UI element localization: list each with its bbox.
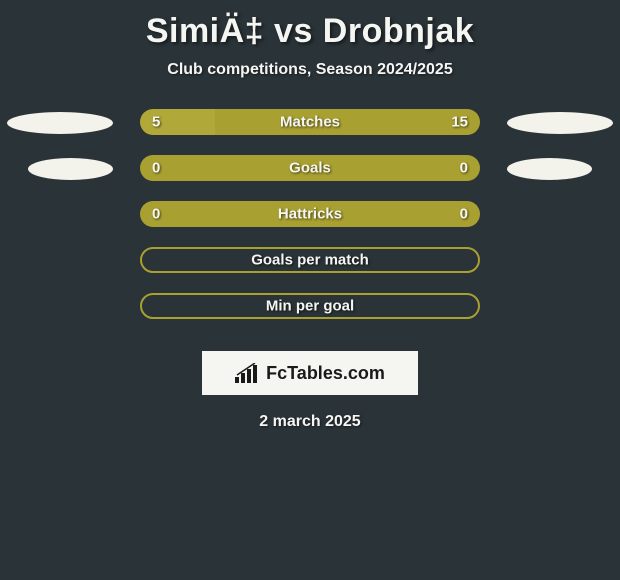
stat-bar-bordered: Goals per match (140, 247, 480, 273)
stat-value-right: 0 (460, 206, 468, 223)
stat-bar-right (215, 109, 480, 135)
stat-row-goals: 0 Goals 0 (0, 155, 620, 201)
stat-value-left: 0 (152, 206, 160, 223)
date-text: 2 march 2025 (0, 413, 620, 431)
stat-bar: 0 Goals 0 (140, 155, 480, 181)
page-title: SimiÄ‡ vs Drobnjak (146, 12, 474, 51)
stat-value-right: 15 (451, 114, 468, 131)
ellipse-decoration (507, 112, 613, 134)
ellipse-decoration (507, 158, 592, 180)
stat-bar-bordered: Min per goal (140, 293, 480, 319)
ellipse-decoration (28, 158, 113, 180)
stat-label: Goals per match (251, 252, 369, 269)
logo-text: FcTables.com (266, 363, 385, 384)
stat-row-matches: 5 Matches 15 (0, 109, 620, 155)
stat-label: Matches (280, 114, 340, 131)
stat-value-left: 0 (152, 160, 160, 177)
stat-value-right: 0 (460, 160, 468, 177)
subtitle: Club competitions, Season 2024/2025 (167, 61, 452, 79)
stat-bar: 5 Matches 15 (140, 109, 480, 135)
ellipse-decoration (7, 112, 113, 134)
stat-label: Hattricks (278, 206, 342, 223)
stat-row-min-per-goal: Min per goal (0, 293, 620, 339)
stat-label: Goals (289, 160, 331, 177)
stat-row-goals-per-match: Goals per match (0, 247, 620, 293)
stat-label: Min per goal (266, 298, 354, 315)
logo-box[interactable]: FcTables.com (202, 351, 418, 395)
stats-area: 5 Matches 15 0 Goals 0 0 Hattricks 0 Goa… (0, 109, 620, 431)
stat-value-left: 5 (152, 114, 160, 131)
stat-row-hattricks: 0 Hattricks 0 (0, 201, 620, 247)
stat-bar: 0 Hattricks 0 (140, 201, 480, 227)
chart-icon (235, 363, 261, 383)
